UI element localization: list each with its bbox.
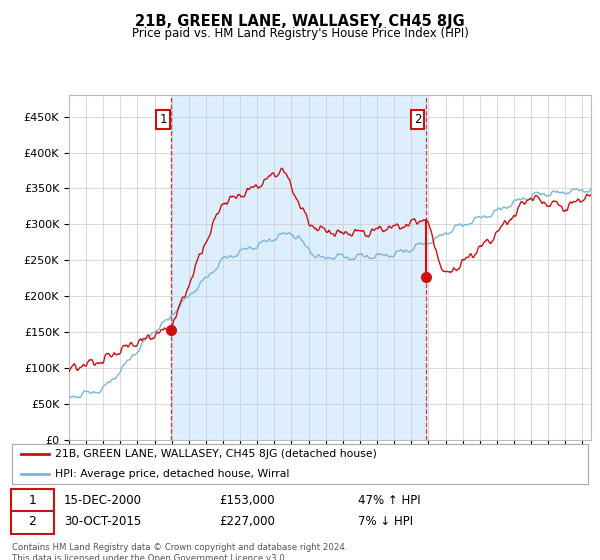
- Text: 1: 1: [28, 493, 36, 507]
- Text: £227,000: £227,000: [220, 515, 275, 528]
- Text: HPI: Average price, detached house, Wirral: HPI: Average price, detached house, Wirr…: [55, 469, 290, 479]
- Text: 21B, GREEN LANE, WALLASEY, CH45 8JG: 21B, GREEN LANE, WALLASEY, CH45 8JG: [135, 14, 465, 29]
- Text: Contains HM Land Registry data © Crown copyright and database right 2024.
This d: Contains HM Land Registry data © Crown c…: [12, 543, 347, 560]
- Text: 1: 1: [159, 113, 167, 126]
- Text: 30-OCT-2015: 30-OCT-2015: [64, 515, 141, 528]
- FancyBboxPatch shape: [11, 511, 54, 534]
- Text: 47% ↑ HPI: 47% ↑ HPI: [358, 493, 420, 507]
- FancyBboxPatch shape: [11, 489, 54, 512]
- Text: 21B, GREEN LANE, WALLASEY, CH45 8JG (detached house): 21B, GREEN LANE, WALLASEY, CH45 8JG (det…: [55, 449, 377, 459]
- Text: Price paid vs. HM Land Registry's House Price Index (HPI): Price paid vs. HM Land Registry's House …: [131, 27, 469, 40]
- Text: 7% ↓ HPI: 7% ↓ HPI: [358, 515, 413, 528]
- Text: £153,000: £153,000: [220, 493, 275, 507]
- Text: 15-DEC-2000: 15-DEC-2000: [64, 493, 142, 507]
- Text: 2: 2: [28, 515, 36, 528]
- Bar: [171, 95, 425, 440]
- Text: 2: 2: [414, 113, 421, 126]
